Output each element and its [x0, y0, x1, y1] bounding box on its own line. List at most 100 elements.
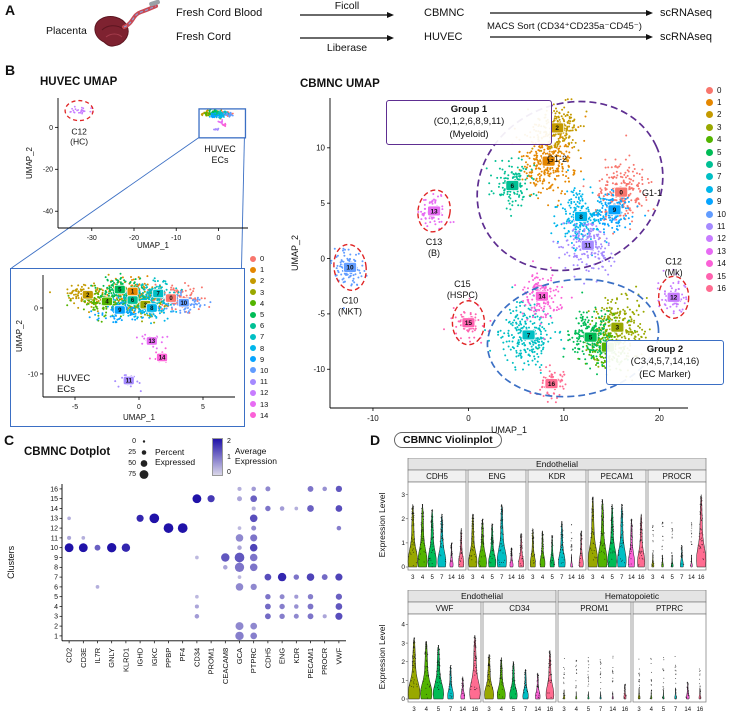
svg-text:14: 14	[159, 356, 166, 362]
cluster-3-badge: 3	[610, 321, 625, 333]
workflow-arrows	[300, 10, 653, 41]
violin-facet-CD34	[482, 613, 557, 703]
cluster-12-badge: 12	[666, 291, 681, 303]
legend-item-7: 7	[706, 171, 726, 183]
svg-text:2: 2	[86, 293, 90, 299]
svg-text:C12: C12	[71, 127, 87, 137]
legend-swatch-9	[250, 356, 256, 363]
cluster-10-points	[223, 111, 234, 118]
huvec-cluster-legend: 0 1 2 3 4 5 6 7 8 9 10 11 12 13 14	[250, 253, 268, 421]
cluster-1-badge: 1	[541, 155, 556, 167]
legend-item-3: 3	[706, 121, 726, 133]
legend-swatch-7	[250, 333, 256, 340]
panel-b-label: B	[5, 62, 16, 78]
svg-text:16: 16	[548, 381, 556, 388]
group2-annotation-box: Group 2 (C3,4,5,7,14,16) (EC Marker)	[606, 340, 724, 386]
svg-text:-10: -10	[313, 365, 325, 374]
cluster-7-points	[484, 286, 565, 374]
svg-text:8: 8	[150, 306, 154, 312]
size-legend-item-75: 75	[124, 469, 150, 480]
svg-text:CD3E: CD3E	[79, 648, 88, 668]
svg-text:UMAP_1: UMAP_1	[491, 425, 527, 435]
svg-text:1: 1	[54, 633, 58, 640]
svg-text:7: 7	[54, 575, 58, 582]
svg-text:-10: -10	[367, 414, 379, 423]
svg-text:KLRD1: KLRD1	[121, 648, 130, 672]
violins-ENG	[468, 504, 525, 568]
dashed-ellipse-annotation	[657, 275, 690, 319]
cluster-10-badge: 10	[343, 261, 357, 273]
legend-item-13: 13	[706, 245, 726, 257]
color-legend-gradient	[212, 438, 223, 476]
svg-text:HUVEC: HUVEC	[57, 373, 90, 384]
legend-item-8: 8	[250, 343, 268, 354]
legend-swatch-0	[250, 255, 256, 262]
svg-text:15: 15	[50, 496, 58, 503]
legend-item-13: 13	[250, 398, 268, 409]
cluster-5-badge: 5	[583, 331, 598, 343]
svg-text:0: 0	[619, 189, 623, 196]
violin-facet-PECAM1	[587, 481, 647, 571]
svg-text:UMAP_2: UMAP_2	[290, 235, 300, 271]
liberase-label: Liberase	[326, 42, 368, 54]
cluster-14-badge: 14	[535, 290, 549, 302]
svg-text:VWF: VWF	[334, 647, 343, 664]
svg-text:-10: -10	[171, 235, 181, 242]
svg-text:ENG: ENG	[278, 648, 287, 664]
legend-swatch-12	[706, 235, 713, 243]
svg-text:15: 15	[465, 320, 473, 327]
group1-annotation-box: Group 1 (C0,1,2,6,8,9,11) (Myeloid)	[386, 100, 552, 146]
violins-PROM1	[562, 655, 627, 700]
huvec-zoom-box: -5 0 5 0 -10 UMAP_1 UMAP_2 0 1 2 3 4 5 6 7 8 9 10 11 13 14 HU…	[10, 268, 245, 427]
arrow-huvec-scrnaseq	[490, 34, 653, 40]
svg-text:10: 10	[50, 545, 58, 552]
placenta-texture	[105, 33, 123, 38]
violin-facet-CDH5	[407, 481, 467, 571]
svg-text:IGKC: IGKC	[150, 647, 159, 666]
size-legend-items: 0 25 50 75	[124, 436, 150, 480]
svg-text:(B): (B)	[428, 248, 440, 258]
cluster-1-badge: 1	[126, 286, 139, 297]
legend-item-12: 12	[706, 233, 726, 245]
svg-text:10: 10	[180, 301, 187, 307]
svg-text:10: 10	[316, 144, 325, 153]
svg-text:IGHD: IGHD	[136, 647, 145, 666]
cluster-13-points	[217, 119, 224, 125]
legend-item-8: 8	[706, 183, 726, 195]
cluster-11-badge: 11	[122, 375, 135, 386]
huvec-label: HUVEC	[424, 31, 463, 43]
svg-text:CEACAM8: CEACAM8	[221, 648, 230, 684]
facet-group-header	[557, 590, 707, 603]
zoom-connector	[11, 137, 245, 269]
zoom-connector-line	[11, 137, 199, 269]
legend-swatch-9	[706, 198, 713, 206]
svg-text:GNLY: GNLY	[107, 648, 116, 668]
svg-text:G1-2: G1-2	[547, 154, 567, 164]
svg-text:9: 9	[118, 308, 122, 314]
legend-swatch-2	[250, 277, 256, 284]
legend-item-10: 10	[250, 365, 268, 376]
svg-text:0: 0	[34, 305, 38, 312]
group2-line2: (C3,4,5,7,14,16)	[630, 356, 700, 368]
cluster-4-badge: 4	[101, 296, 113, 307]
violins-CDH5	[407, 504, 465, 568]
svg-text:-20: -20	[43, 167, 53, 174]
cluster-8-badge: 8	[574, 211, 588, 222]
svg-text:8: 8	[54, 565, 58, 572]
legend-swatch-16	[706, 284, 713, 292]
svg-text:2: 2	[555, 125, 559, 132]
fresh-cord-blood-label: Fresh Cord Blood	[176, 7, 263, 19]
violins-CD34	[484, 650, 555, 700]
dashed-ellipse-annotation	[451, 300, 486, 346]
huvec-ecs-zoom-rect	[198, 108, 247, 139]
violins-PROCR	[651, 494, 707, 568]
cluster-0-badge: 0	[165, 293, 177, 303]
group1-line1: Group 1	[450, 104, 488, 115]
dashed-ellipse-annotation	[486, 278, 660, 398]
svg-text:GCA: GCA	[235, 648, 244, 664]
panel-d-label: D	[370, 432, 381, 448]
size-legend-title: Percent Expressed	[155, 447, 196, 467]
cluster-9-points	[208, 112, 220, 119]
panel-a-label: A	[5, 2, 16, 18]
